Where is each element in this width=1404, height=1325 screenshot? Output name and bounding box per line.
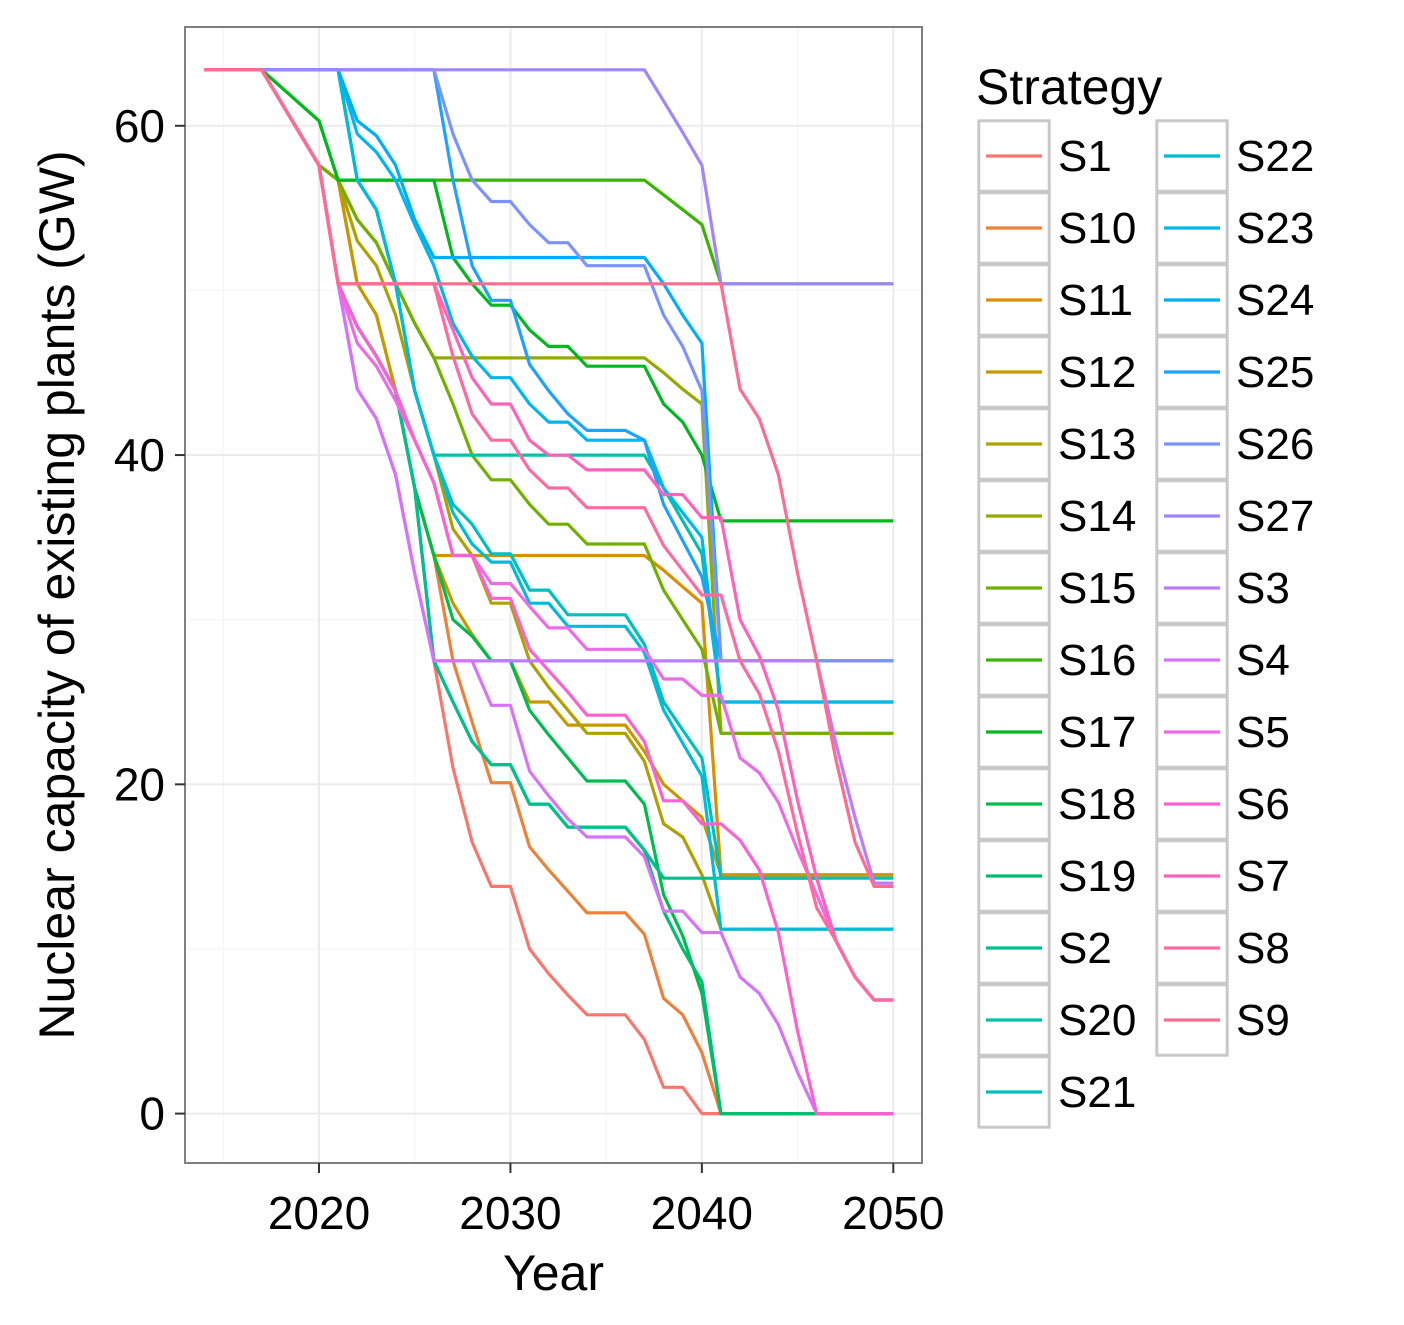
- x-tick-label: 2040: [651, 1187, 753, 1239]
- y-tick-label: 0: [139, 1088, 165, 1140]
- legend-label-S15: S15: [1058, 564, 1136, 613]
- legend-label-S11: S11: [1058, 276, 1133, 325]
- y-tick-label: 20: [114, 758, 165, 810]
- series-line-S23: [204, 68, 894, 704]
- y-tick-label: 40: [114, 429, 165, 481]
- legend-label-S9: S9: [1236, 996, 1290, 1045]
- legend-label-S16: S16: [1058, 636, 1136, 685]
- legend-label-S18: S18: [1058, 780, 1136, 829]
- legend-label-S4: S4: [1236, 636, 1290, 685]
- legend-label-S25: S25: [1236, 348, 1314, 397]
- x-axis: 2020 2030 2040 2050: [268, 1163, 944, 1239]
- legend-label-S26: S26: [1236, 420, 1314, 469]
- x-tick-label: 2020: [268, 1187, 370, 1239]
- legend-label-S23: S23: [1236, 204, 1314, 253]
- legend-label-S21: S21: [1058, 1068, 1136, 1117]
- legend-label-S6: S6: [1236, 780, 1290, 829]
- x-axis-title: Year: [503, 1245, 604, 1301]
- series-line-S5: [204, 68, 894, 1002]
- legend-label-S24: S24: [1236, 276, 1314, 325]
- x-tick-label: 2030: [459, 1187, 561, 1239]
- series-line-S22: [204, 68, 894, 931]
- legend-label-S19: S19: [1058, 852, 1136, 901]
- legend-title: Strategy: [976, 59, 1162, 115]
- legend-label-S20: S20: [1058, 996, 1136, 1045]
- legend-label-S13: S13: [1058, 420, 1136, 469]
- plot-border: [184, 26, 923, 1164]
- series-line-S15: [204, 68, 894, 735]
- legend-label-S1: S1: [1058, 132, 1112, 181]
- y-axis-title: Nuclear capacity of existing plants (GW): [29, 150, 85, 1039]
- y-axis: 0 20 40 60: [114, 100, 185, 1140]
- y-tick-label: 60: [114, 100, 165, 152]
- series-line-S4: [204, 68, 894, 1116]
- series-line-S6: [204, 68, 894, 1116]
- legend-label-S2: S2: [1058, 924, 1112, 973]
- legend-label-S8: S8: [1236, 924, 1290, 973]
- legend-label-S12: S12: [1058, 348, 1136, 397]
- legend: Strategy S1 S10 S11 S12 S13 S14 S15 S16 S17 S18 S1…: [976, 59, 1314, 1129]
- legend-label-S7: S7: [1236, 852, 1290, 901]
- legend-label-S17: S17: [1058, 708, 1136, 757]
- series-line-S13: [204, 68, 894, 931]
- series-line-S27: [204, 68, 894, 286]
- series-lines: [204, 68, 894, 1116]
- legend-label-S27: S27: [1236, 492, 1314, 541]
- legend-label-S5: S5: [1236, 708, 1290, 757]
- x-tick-label: 2050: [842, 1187, 944, 1239]
- series-line-S9: [204, 68, 894, 889]
- legend-label-S10: S10: [1058, 204, 1136, 253]
- legend-label-S14: S14: [1058, 492, 1136, 541]
- legend-label-S22: S22: [1236, 132, 1314, 181]
- legend-label-S3: S3: [1236, 564, 1290, 613]
